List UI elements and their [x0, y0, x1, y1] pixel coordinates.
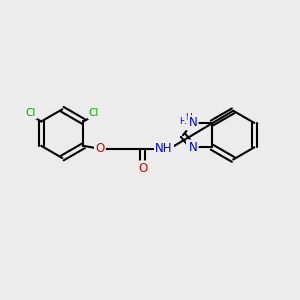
Text: O: O — [138, 162, 147, 175]
Text: NH: NH — [155, 142, 173, 155]
Text: N: N — [187, 141, 196, 154]
Text: N: N — [187, 116, 196, 130]
Text: Cl: Cl — [26, 108, 36, 118]
Text: O: O — [95, 142, 104, 155]
Text: H: H — [179, 117, 186, 126]
Text: N: N — [189, 141, 197, 154]
Text: Cl: Cl — [26, 108, 36, 118]
Text: NH: NH — [155, 142, 173, 155]
Text: H: H — [185, 113, 192, 122]
Text: Cl: Cl — [89, 108, 99, 118]
Text: N: N — [189, 116, 197, 130]
Text: Cl: Cl — [89, 108, 99, 118]
Text: O: O — [95, 142, 104, 155]
Text: O: O — [138, 162, 147, 175]
